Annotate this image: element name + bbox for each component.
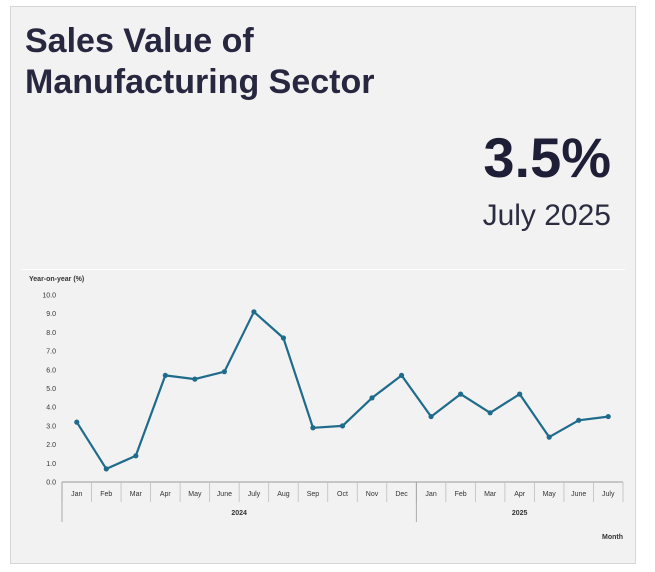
data-point (605, 413, 611, 420)
card-title: Sales Value of Manufacturing Sector (25, 21, 374, 104)
data-point (74, 419, 80, 425)
y-tick-label: 2.0 (46, 442, 56, 449)
data-point (162, 372, 168, 379)
year-group-label: 2025 (512, 510, 528, 517)
data-point (192, 376, 198, 382)
y-tick-label: 1.0 (46, 461, 56, 468)
data-point (280, 335, 287, 341)
title-line-1: Sales Value of (25, 22, 254, 60)
data-point (103, 466, 109, 472)
x-tick-label: Aug (277, 491, 290, 498)
data-point (310, 425, 316, 431)
y-tick-label: 9.0 (46, 311, 56, 318)
x-tick-label: Feb (455, 491, 467, 498)
y-tick-label: 3.0 (46, 423, 56, 430)
headline-value: 3.5% (483, 126, 611, 189)
y-axis-label: Year-on-year (%) (29, 276, 84, 283)
y-tick-label: 4.0 (46, 405, 56, 412)
x-tick-label: Apr (160, 491, 172, 498)
data-point (428, 413, 434, 420)
data-point (398, 372, 405, 379)
x-tick-label: Apr (514, 491, 526, 498)
x-tick-label: June (217, 491, 232, 498)
x-axis-label: Month (602, 534, 623, 541)
x-tick-label: Sep (307, 491, 320, 498)
data-point (487, 410, 493, 416)
x-axis: Jan Feb Mar Apr May June July Aug Sep Oct Nov Dec Ja… (61, 481, 624, 522)
chart-card: Sales Value of Manufacturing Sector 3.5%… (10, 6, 636, 564)
x-tick-label: July (602, 491, 615, 498)
data-point (339, 423, 346, 429)
data-point (517, 391, 523, 397)
x-tick-label: Mar (130, 491, 143, 498)
x-tick-label: Mar (484, 491, 497, 498)
x-tick-label: June (571, 491, 586, 498)
y-tick-label: 5.0 (46, 386, 56, 393)
headline-period: July 2025 (482, 199, 611, 232)
data-point (576, 417, 582, 423)
y-axis: 0.0 1.0 2.0 3.0 4.0 5.0 6.0 7.0 8.0 9.0 10.0 (42, 293, 56, 487)
y-tick-label: 8.0 (46, 330, 56, 337)
x-tick-label: July (248, 491, 261, 498)
y-tick-label: 10.0 (42, 293, 56, 300)
title-line-2: Manufacturing Sector (25, 63, 375, 102)
y-tick-label: 6.0 (46, 367, 56, 374)
x-tick-label: Feb (100, 491, 112, 498)
x-tick-label: Oct (337, 491, 348, 498)
y-tick-label: 0.0 (46, 480, 56, 487)
x-tick-label: Jan (71, 491, 82, 498)
year-group-label: 2024 (231, 510, 247, 517)
data-point (251, 309, 257, 315)
data-point (369, 395, 375, 401)
line-chart: Year-on-year (%) Month 0.0 1.0 2.0 3.0 4.0 5.… (29, 276, 624, 541)
x-tick-label: Nov (366, 491, 379, 498)
plot-area (74, 309, 611, 472)
x-tick-label: Dec (395, 491, 408, 498)
y-tick-label: 7.0 (46, 349, 56, 356)
data-point (221, 369, 227, 375)
x-tick-label: Jan (425, 491, 436, 498)
data-point (458, 391, 464, 397)
data-point (133, 453, 139, 459)
x-tick-label: May (543, 491, 557, 498)
data-point (546, 434, 552, 440)
series-line (75, 310, 609, 470)
divider (21, 269, 625, 270)
x-tick-label: May (188, 491, 202, 498)
